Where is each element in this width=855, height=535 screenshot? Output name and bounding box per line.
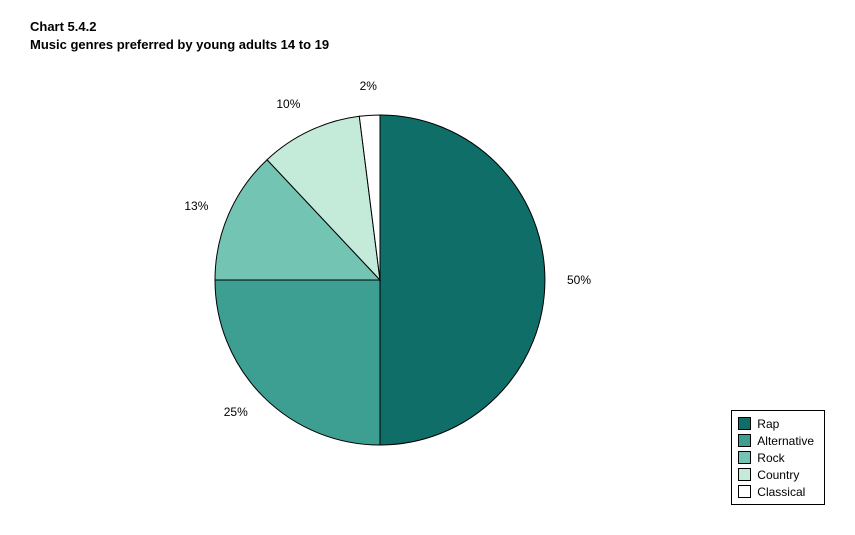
legend-item-rock: Rock (738, 449, 814, 466)
pie-label-classical: 2% (360, 79, 377, 93)
legend-label: Rock (757, 451, 784, 465)
pie-slice-alternative (215, 280, 380, 445)
pie-chart (0, 0, 855, 535)
legend-swatch-classical (738, 485, 751, 498)
pie-label-alternative: 25% (224, 405, 248, 419)
legend-label: Classical (757, 485, 805, 499)
pie-label-country: 10% (276, 97, 300, 111)
legend-label: Country (757, 468, 799, 482)
legend-item-rap: Rap (738, 415, 814, 432)
legend-label: Alternative (757, 434, 814, 448)
legend-swatch-alternative (738, 434, 751, 447)
legend-item-country: Country (738, 466, 814, 483)
legend-label: Rap (757, 417, 779, 431)
legend: Rap Alternative Rock Country Classical (731, 410, 825, 505)
pie-label-rap: 50% (567, 273, 591, 287)
legend-item-alternative: Alternative (738, 432, 814, 449)
legend-swatch-rock (738, 451, 751, 464)
pie-label-rock: 13% (184, 199, 208, 213)
legend-swatch-country (738, 468, 751, 481)
legend-swatch-rap (738, 417, 751, 430)
pie-slice-rap (380, 115, 545, 445)
legend-item-classical: Classical (738, 483, 814, 500)
